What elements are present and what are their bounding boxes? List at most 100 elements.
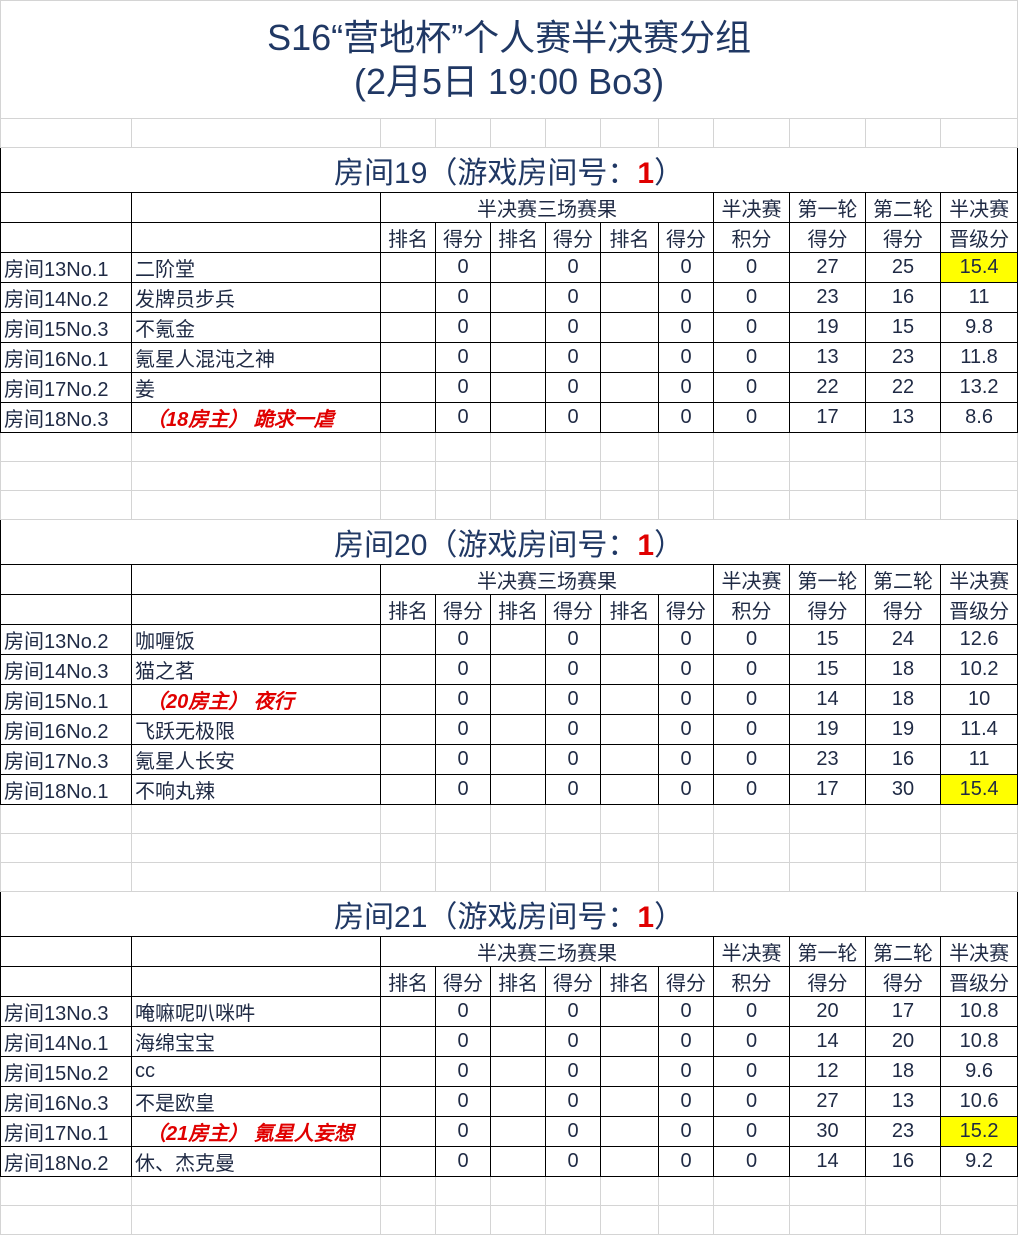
r1-score-cell[interactable]: 19	[789, 714, 866, 745]
empty-cell[interactable]	[600, 432, 659, 462]
seed-cell[interactable]: 房间18No.2	[0, 1146, 132, 1177]
header-blank[interactable]	[0, 936, 132, 967]
empty-cell[interactable]	[490, 432, 546, 462]
empty-cell[interactable]	[713, 490, 790, 520]
rank-cell[interactable]	[600, 1086, 659, 1117]
header-blank[interactable]	[131, 936, 381, 967]
rank-cell[interactable]	[490, 624, 546, 655]
score-cell[interactable]: 0	[658, 714, 714, 745]
r2-score-cell[interactable]: 13	[865, 402, 941, 433]
empty-cell[interactable]	[545, 432, 601, 462]
r2-score-cell[interactable]: 18	[865, 684, 941, 715]
header-adv[interactable]: 半决赛	[939, 564, 1018, 595]
header-score[interactable]: 得分	[435, 966, 491, 997]
empty-cell[interactable]	[939, 804, 1018, 834]
empty-cell[interactable]	[490, 1176, 546, 1206]
score-cell[interactable]: 0	[435, 684, 491, 715]
advance-score-cell[interactable]: 11	[939, 744, 1018, 775]
rank-cell[interactable]	[380, 1086, 436, 1117]
header-score[interactable]: 得分	[545, 222, 601, 253]
rank-cell[interactable]	[600, 312, 659, 343]
empty-cell[interactable]	[0, 1176, 132, 1206]
seed-cell[interactable]: 房间18No.1	[0, 774, 132, 805]
r2-score-cell[interactable]: 30	[865, 774, 941, 805]
seed-cell[interactable]: 房间17No.2	[0, 372, 132, 403]
score-cell[interactable]: 0	[545, 1086, 601, 1117]
empty-cell[interactable]	[545, 1176, 601, 1206]
rank-cell[interactable]	[490, 996, 546, 1027]
rank-cell[interactable]	[380, 1026, 436, 1057]
header-blank[interactable]	[131, 966, 381, 997]
empty-cell[interactable]	[490, 804, 546, 834]
empty-cell[interactable]	[713, 862, 790, 892]
empty-cell[interactable]	[658, 461, 714, 491]
advance-score-cell[interactable]: 12.6	[939, 624, 1018, 655]
rank-cell[interactable]	[380, 1146, 436, 1177]
room-title[interactable]: 房间20（游戏房间号：1）	[0, 519, 1018, 565]
semi-points-cell[interactable]: 0	[713, 312, 790, 343]
rank-cell[interactable]	[490, 312, 546, 343]
r1-score-cell[interactable]: 22	[789, 372, 866, 403]
player-name[interactable]: 姜	[131, 372, 381, 403]
empty-cell[interactable]	[713, 461, 790, 491]
score-cell[interactable]: 0	[658, 372, 714, 403]
header-rank[interactable]: 排名	[600, 966, 659, 997]
empty-cell[interactable]	[865, 490, 941, 520]
empty-cell[interactable]	[600, 1205, 659, 1235]
host-player-name[interactable]: （20房主） 夜行	[131, 684, 381, 715]
advance-score-cell[interactable]: 15.2	[939, 1116, 1018, 1147]
empty-cell[interactable]	[380, 1205, 436, 1235]
r2-score-cell[interactable]: 22	[865, 372, 941, 403]
rank-cell[interactable]	[600, 996, 659, 1027]
semi-points-cell[interactable]: 0	[713, 996, 790, 1027]
header-rank[interactable]: 排名	[490, 966, 546, 997]
empty-cell[interactable]	[435, 862, 491, 892]
empty-cell[interactable]	[0, 804, 132, 834]
score-cell[interactable]: 0	[435, 996, 491, 1027]
empty-cell[interactable]	[0, 1205, 132, 1235]
header-score[interactable]: 得分	[435, 594, 491, 625]
r2-score-cell[interactable]: 25	[865, 252, 941, 283]
score-cell[interactable]: 0	[658, 744, 714, 775]
host-player-name[interactable]: （18房主） 跪求一虐	[131, 402, 381, 433]
advance-score-cell[interactable]: 8.6	[939, 402, 1018, 433]
rank-cell[interactable]	[600, 684, 659, 715]
rank-cell[interactable]	[600, 1116, 659, 1147]
rank-cell[interactable]	[490, 774, 546, 805]
header-rank[interactable]: 排名	[380, 222, 436, 253]
header-group-results[interactable]: 半决赛三场赛果	[380, 936, 714, 967]
semi-points-cell[interactable]: 0	[713, 714, 790, 745]
seed-cell[interactable]: 房间13No.2	[0, 624, 132, 655]
header-semi-points[interactable]: 积分	[713, 594, 790, 625]
empty-cell[interactable]	[435, 833, 491, 863]
rank-cell[interactable]	[490, 744, 546, 775]
score-cell[interactable]: 0	[435, 1146, 491, 1177]
semi-points-cell[interactable]: 0	[713, 282, 790, 313]
empty-cell[interactable]	[789, 432, 866, 462]
r1-score-cell[interactable]: 12	[789, 1056, 866, 1087]
player-name[interactable]: 休、杰克曼	[131, 1146, 381, 1177]
r1-score-cell[interactable]: 27	[789, 252, 866, 283]
header-blank[interactable]	[0, 594, 132, 625]
semi-points-cell[interactable]: 0	[713, 774, 790, 805]
empty-cell[interactable]	[865, 1176, 941, 1206]
empty-cell[interactable]	[131, 432, 381, 462]
score-cell[interactable]: 0	[658, 342, 714, 373]
score-cell[interactable]: 0	[435, 342, 491, 373]
rank-cell[interactable]	[600, 402, 659, 433]
player-name[interactable]: cc	[131, 1056, 381, 1087]
empty-cell[interactable]	[131, 1205, 381, 1235]
empty-cell[interactable]	[865, 461, 941, 491]
empty-cell[interactable]	[435, 432, 491, 462]
advance-score-cell[interactable]: 10.8	[939, 1026, 1018, 1057]
empty-cell[interactable]	[600, 490, 659, 520]
empty-cell[interactable]	[380, 461, 436, 491]
empty-cell[interactable]	[131, 118, 381, 148]
header-score[interactable]: 得分	[545, 594, 601, 625]
empty-cell[interactable]	[713, 804, 790, 834]
rank-cell[interactable]	[490, 1026, 546, 1057]
header-semi[interactable]: 半决赛	[713, 564, 790, 595]
score-cell[interactable]: 0	[545, 1056, 601, 1087]
score-cell[interactable]: 0	[545, 1116, 601, 1147]
r2-score-cell[interactable]: 17	[865, 996, 941, 1027]
